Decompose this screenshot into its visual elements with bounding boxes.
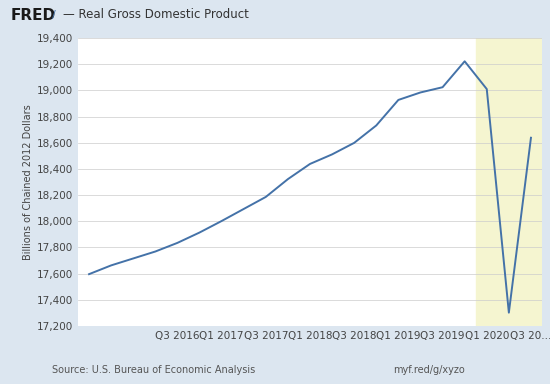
Text: myf.red/g/xyzo: myf.red/g/xyzo (393, 365, 465, 375)
Text: /: / (52, 10, 56, 20)
Text: FRED: FRED (11, 8, 56, 23)
Y-axis label: Billions of Chained 2012 Dollars: Billions of Chained 2012 Dollars (23, 104, 32, 260)
Bar (476, 38, 542, 326)
Text: Source: U.S. Bureau of Economic Analysis: Source: U.S. Bureau of Economic Analysis (52, 365, 256, 375)
Text: — Real Gross Domestic Product: — Real Gross Domestic Product (63, 8, 249, 22)
